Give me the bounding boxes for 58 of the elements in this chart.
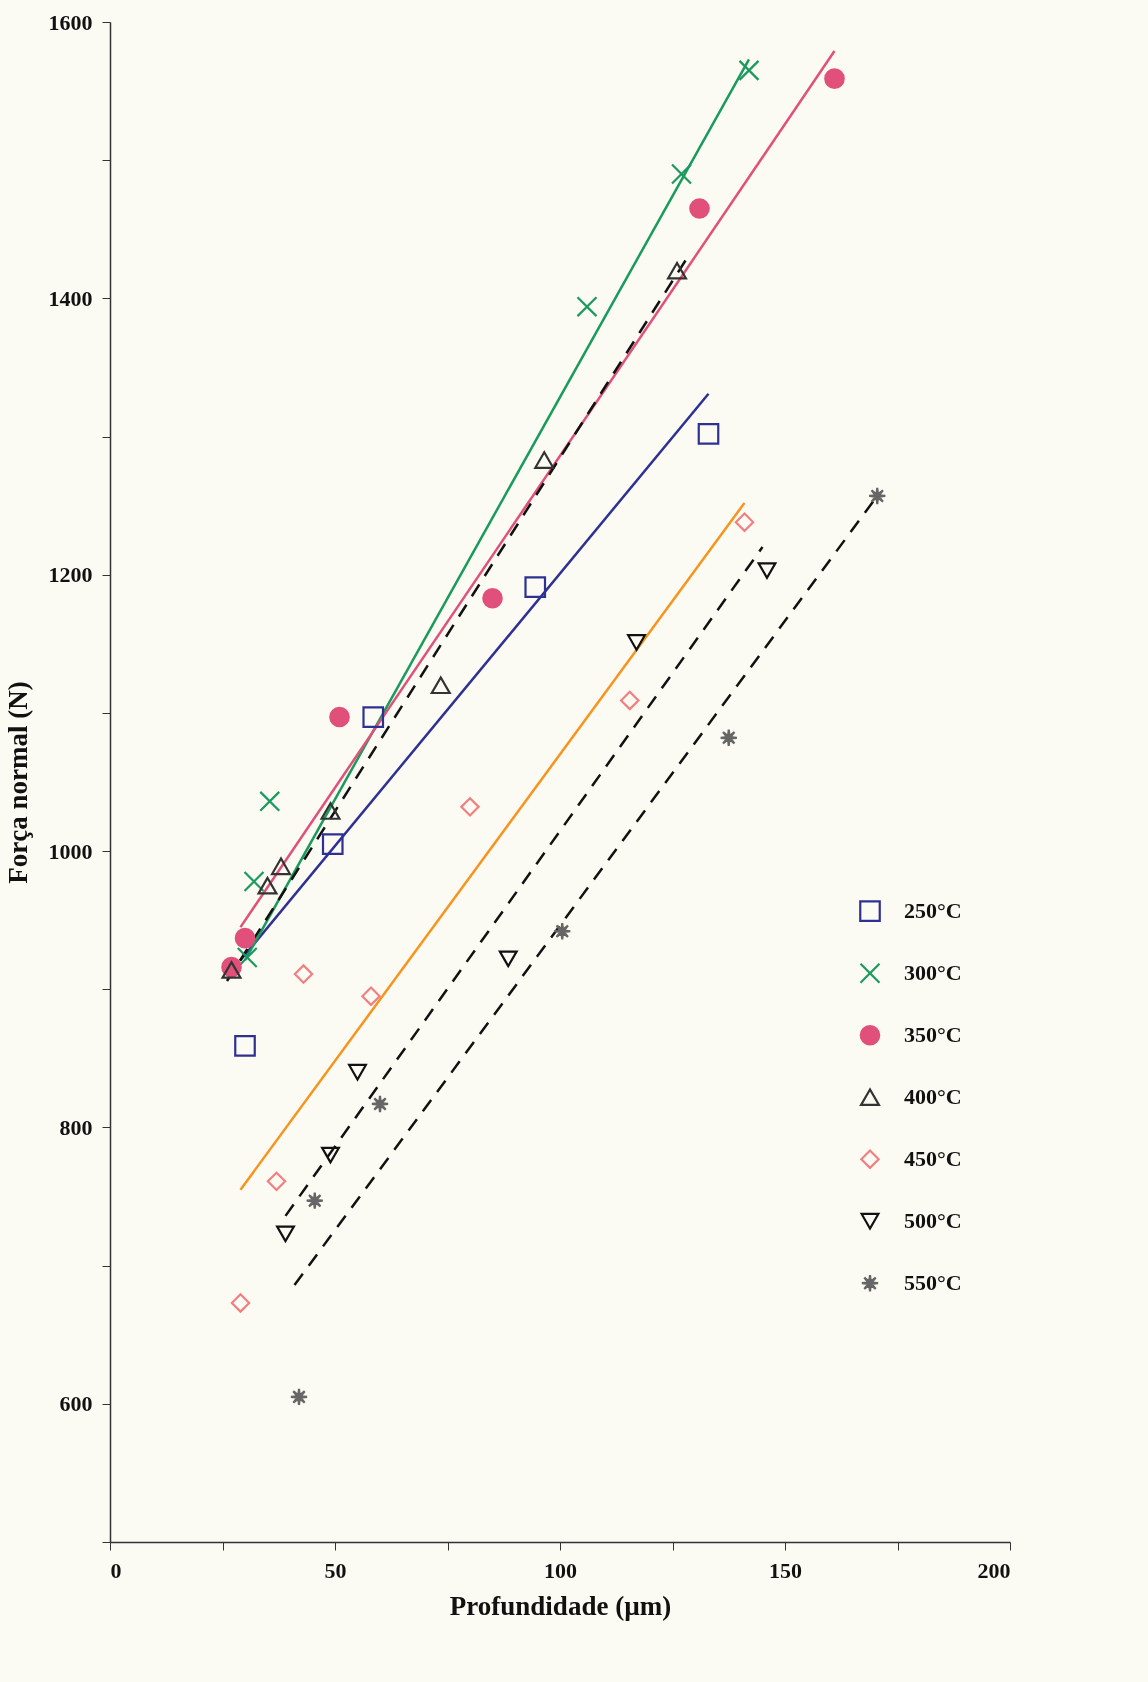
x-axis-title: Profundidade (µm) <box>449 1590 672 1621</box>
y-tick-label: 1000 <box>48 838 93 864</box>
x-tick-label: 200 <box>977 1557 1011 1583</box>
point <box>738 59 760 81</box>
point <box>534 451 555 469</box>
point <box>824 68 845 89</box>
point <box>243 870 265 893</box>
y-tick-label: 1200 <box>48 562 93 588</box>
point <box>221 961 242 979</box>
point <box>482 587 503 609</box>
legend-label: 400°C <box>904 1084 962 1110</box>
x-tick-label: 150 <box>769 1557 802 1583</box>
point <box>734 512 755 532</box>
legend-label: 250°C <box>904 898 962 924</box>
x-tick-label: 100 <box>544 1557 577 1583</box>
legend-label: 300°C <box>904 960 962 986</box>
point <box>361 986 381 1006</box>
x-tick-label: 0 <box>110 1557 122 1583</box>
point <box>719 728 738 747</box>
point <box>266 1171 287 1192</box>
legend-label: 500°C <box>904 1208 962 1234</box>
point <box>460 797 480 817</box>
point <box>321 1146 340 1164</box>
point <box>619 690 640 711</box>
point <box>276 1225 295 1243</box>
point <box>757 562 777 579</box>
point <box>666 261 688 280</box>
x-tick-label: 50 <box>324 1557 347 1583</box>
point <box>234 1035 256 1057</box>
legend-label: 550°C <box>904 1270 962 1296</box>
legend-label: 350°C <box>904 1022 962 1048</box>
point <box>430 676 451 695</box>
point <box>362 706 385 728</box>
y-tick-label: 1400 <box>48 285 93 311</box>
point <box>670 163 693 185</box>
y-axis-title: Força normal (N) <box>2 681 33 884</box>
point <box>230 1293 251 1313</box>
point <box>321 833 344 856</box>
point <box>234 927 256 949</box>
point <box>689 198 710 219</box>
point <box>627 634 646 651</box>
legend-label: 450°C <box>904 1146 962 1172</box>
y-tick-label: 600 <box>59 1391 93 1417</box>
point <box>524 576 547 599</box>
y-tick-label: 800 <box>59 1114 93 1140</box>
y-tick-label: 1600 <box>48 9 93 35</box>
point <box>293 964 314 984</box>
point <box>576 296 598 318</box>
point <box>236 946 258 969</box>
point <box>697 422 720 445</box>
point <box>257 876 278 895</box>
point <box>270 857 292 876</box>
point <box>348 1063 367 1081</box>
point <box>320 802 341 820</box>
point <box>329 706 350 728</box>
point <box>259 790 281 812</box>
point <box>305 1191 324 1210</box>
point <box>498 950 518 968</box>
